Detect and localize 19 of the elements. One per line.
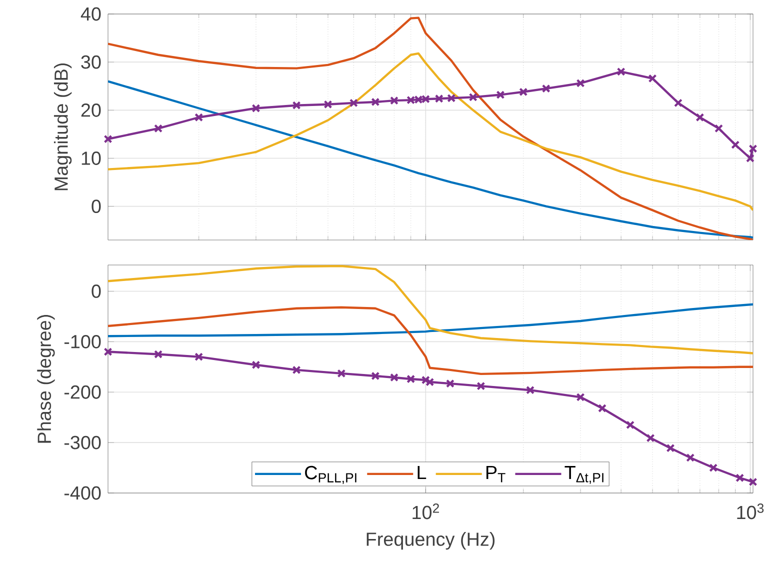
legend-label: L [418,466,426,480]
y-tick-label: 20 [81,103,101,117]
y-axis-title: Magnitude (dB) [54,64,72,190]
y-tick-label: -100 [64,334,101,348]
y-tick-label: 0 [92,284,101,298]
x-axis-title: Frequency (Hz) [366,532,495,550]
y-tick-label: -200 [64,385,101,399]
legend-label: P$_{T}$ [486,466,506,482]
y-tick-label: 40 [80,7,101,21]
x-tick-label: 10$^{3}$ [737,504,764,520]
y-axis-title: Phase (degree) [37,314,55,443]
legend-label: C$_{PLL,PI}$ [305,466,356,484]
x-tick-label: 10$^{2}$ [412,504,439,520]
y-tick-label: -300 [64,436,101,450]
y-tick-label: 0 [92,200,101,214]
legend-label: T$_{Δt,PI}$ [564,466,604,484]
y-tick-label: -400 [64,486,101,500]
y-tick-label: 30 [81,55,101,69]
y-tick-label: 10 [82,152,101,165]
